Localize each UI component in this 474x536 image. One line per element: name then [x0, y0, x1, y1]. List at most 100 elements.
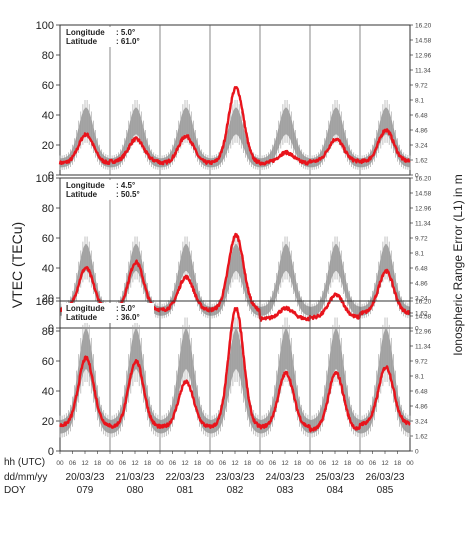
hour-tick-label: 06 — [119, 460, 127, 467]
longitude-label: Longitude — [66, 28, 105, 37]
hour-tick-label: 18 — [244, 460, 252, 467]
coord-box — [62, 180, 154, 200]
hour-tick-label: 12 — [381, 460, 389, 467]
left-tick-label: 80 — [42, 203, 54, 215]
date-label: 24/03/23 — [266, 472, 305, 483]
hour-tick-label: 06 — [369, 460, 377, 467]
right-tick-label: 9.72 — [415, 83, 428, 90]
hour-tick-label: 06 — [169, 460, 177, 467]
right-tick-label: 12.96 — [415, 206, 432, 213]
right-tick-label: 16.20 — [415, 176, 432, 183]
left-tick-label: 20 — [42, 140, 54, 152]
hour-tick-label: 00 — [356, 460, 364, 467]
y-axis-label-right: Ionospheric Range Error (L1) in m — [451, 174, 465, 355]
doy-row-label: DOY — [4, 485, 26, 496]
right-tick-label: 1.62 — [415, 434, 428, 441]
right-tick-label: 1.62 — [415, 158, 428, 165]
right-tick-label: 11.34 — [415, 68, 431, 75]
right-tick-label: 6.48 — [415, 113, 428, 120]
hour-tick-label: 18 — [144, 460, 152, 467]
date-label: 25/03/23 — [316, 472, 355, 483]
coord-box — [62, 27, 154, 47]
hour-tick-label: 00 — [206, 460, 214, 467]
latitude-label: Latitude — [66, 313, 98, 322]
latitude-value: : 61.0° — [116, 37, 140, 46]
left-tick-label: 0 — [48, 170, 54, 182]
left-tick-label: 80 — [42, 50, 54, 62]
hour-tick-label: 12 — [231, 460, 239, 467]
panel-1: 02040608010001.623.244.866.488.19.7211.3… — [36, 20, 432, 182]
longitude-label: Longitude — [66, 181, 105, 190]
latitude-value: : 36.0° — [116, 313, 140, 322]
right-tick-label: 4.86 — [415, 281, 428, 288]
longitude-value: : 5.0° — [116, 304, 135, 313]
latitude-label: Latitude — [66, 190, 98, 199]
right-tick-label: 8.1 — [415, 98, 424, 105]
hour-tick-label: 12 — [331, 460, 339, 467]
date-label: 22/03/23 — [166, 472, 205, 483]
y-axis-label: VTEC (TECu) — [9, 222, 25, 308]
hour-tick-label: 00 — [156, 460, 164, 467]
right-tick-label: 3.24 — [415, 143, 428, 150]
hour-tick-label: 18 — [194, 460, 202, 467]
hour-tick-label: 00 — [106, 460, 114, 467]
left-tick-label: 20 — [42, 416, 54, 428]
right-tick-label: 3.24 — [415, 296, 428, 303]
date-label: 23/03/23 — [216, 472, 255, 483]
right-tick-label: 0 — [415, 173, 419, 180]
hour-tick-label: 06 — [219, 460, 227, 467]
longitude-label: Longitude — [66, 304, 105, 313]
hour-tick-label: 00 — [256, 460, 264, 467]
right-tick-label: 3.24 — [415, 419, 428, 426]
latitude-value: : 50.5° — [116, 190, 140, 199]
right-tick-label: 0 — [415, 449, 419, 456]
hour-tick-label: 00 — [56, 460, 64, 467]
doy-label: 081 — [177, 485, 194, 496]
doy-label: 082 — [227, 485, 244, 496]
hour-tick-label: 12 — [181, 460, 189, 467]
latitude-label: Latitude — [66, 37, 98, 46]
left-tick-label: 60 — [42, 356, 54, 368]
panel-3: 0 20 40 60 80 100 0 1.62 3.24 4.86 6.48 8.1 9.72 11.3… — [36, 296, 432, 458]
left-tick-label: 100 — [36, 173, 54, 185]
coord-box — [62, 303, 154, 323]
right-tick-label: 4.86 — [415, 404, 428, 411]
right-tick-label: 14.58 — [415, 314, 432, 321]
right-tick-label: 9.72 — [415, 359, 428, 366]
right-tick-label: 8.1 — [415, 374, 424, 381]
doy-label: 080 — [127, 485, 144, 496]
right-tick-label: 16.20 — [415, 23, 432, 30]
hour-tick-label: 06 — [269, 460, 277, 467]
hour-tick-label: 00 — [306, 460, 314, 467]
date-label: 21/03/23 — [116, 472, 155, 483]
longitude-value: : 5.0° — [116, 28, 135, 37]
date-label: 26/03/23 — [366, 472, 405, 483]
right-tick-label: 9.72 — [415, 236, 428, 243]
date-label: 20/03/23 — [66, 472, 105, 483]
hour-tick-label: 12 — [81, 460, 89, 467]
left-tick-label: 40 — [42, 263, 54, 275]
doy-label: 083 — [277, 485, 294, 496]
right-tick-label: 8.1 — [415, 251, 424, 258]
right-tick-label: 16.20 — [415, 299, 432, 306]
right-tick-label: 4.86 — [415, 128, 428, 135]
left-tick-label: 80 — [42, 326, 54, 338]
observed-vtec-line — [59, 306, 411, 433]
right-tick-label: 14.58 — [415, 191, 432, 198]
right-tick-label: 14.58 — [415, 38, 432, 45]
doy-label: 085 — [377, 485, 394, 496]
right-tick-label: 12.96 — [415, 53, 432, 60]
hour-tick-label: 18 — [94, 460, 102, 467]
right-tick-label: 11.34 — [415, 344, 431, 351]
left-tick-label: 60 — [42, 233, 54, 245]
left-tick-label: 40 — [42, 386, 54, 398]
right-tick-label: 1.62 — [415, 311, 428, 318]
hour-tick-label: 12 — [131, 460, 139, 467]
hour-tick-label: 12 — [281, 460, 289, 467]
panel-2: 02040608010001.623.244.866.488.19.7211.3… — [36, 173, 432, 335]
left-tick-label: 100 — [36, 20, 54, 32]
right-tick-label: 6.48 — [415, 266, 428, 273]
hh-row-label: hh (UTC) — [4, 457, 45, 468]
